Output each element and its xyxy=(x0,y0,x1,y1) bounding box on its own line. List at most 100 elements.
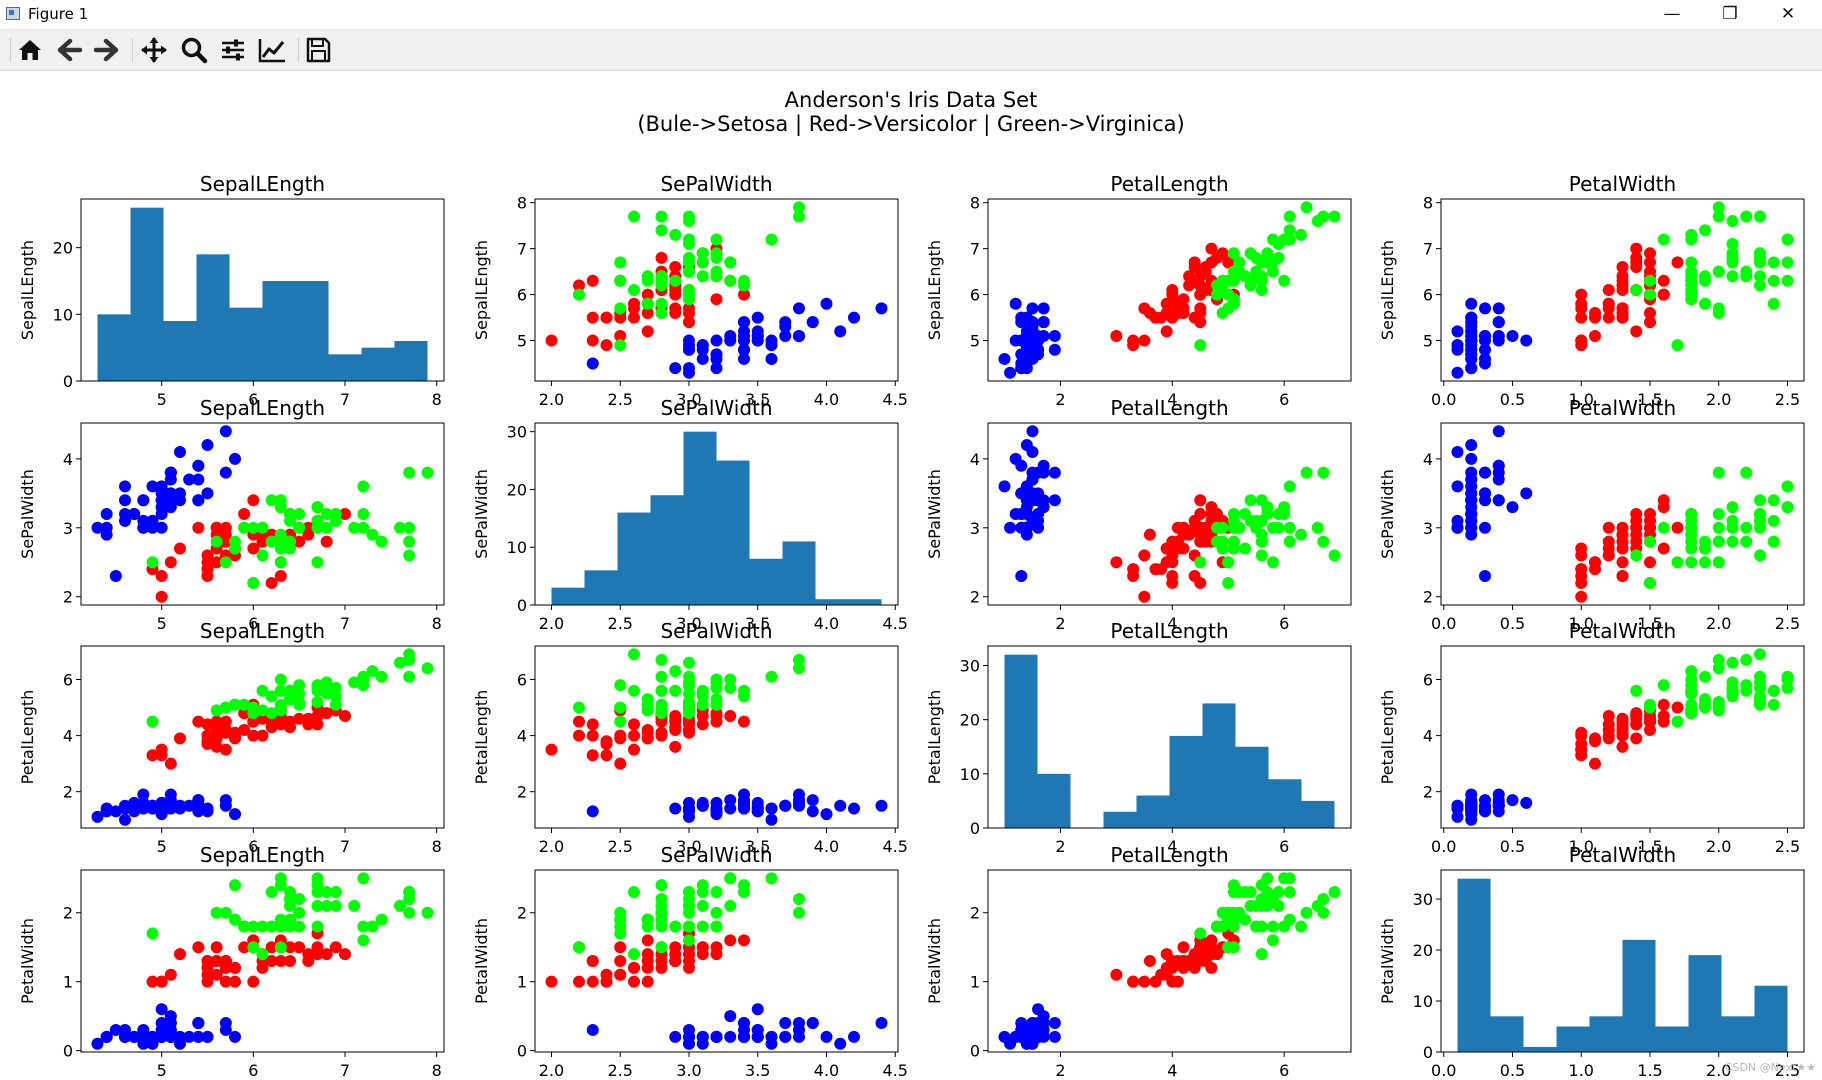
data-point-setosa xyxy=(229,808,241,821)
data-point-virginica xyxy=(1233,886,1246,899)
data-point-versicolor xyxy=(586,749,599,762)
axes-frame xyxy=(1440,869,1805,1053)
forward-button[interactable] xyxy=(91,34,123,66)
data-point-virginica xyxy=(1699,297,1711,310)
data-point-setosa xyxy=(1465,452,1478,465)
data-point-versicolor xyxy=(219,715,232,728)
subplot-title: SePalWidth xyxy=(660,172,772,196)
data-point-versicolor xyxy=(628,297,640,310)
y-tick-label: 0 xyxy=(517,596,527,615)
data-point-versicolor xyxy=(1575,311,1588,324)
data-point-virginica xyxy=(1222,556,1235,569)
configure-subplots-button[interactable] xyxy=(217,34,249,66)
subplot-petal-length-vs-sepal-width: 2.0 2.5 3.0 3.5 4.0 4.5 2 4 6 SePalWidth PetalLeng… xyxy=(472,619,908,856)
data-point-versicolor xyxy=(655,726,668,739)
data-point-versicolor xyxy=(641,955,654,967)
data-point-virginica xyxy=(1216,306,1229,319)
zoom-button[interactable] xyxy=(178,34,210,66)
data-point-virginica xyxy=(1311,521,1324,534)
x-tick-label: 4 xyxy=(1167,1061,1177,1080)
subplot-petal-width-vs-sepal-width: 2.0 2.5 3.0 3.5 4.0 4.5 0 1 2 SePalWidth PetalWidt… xyxy=(472,843,908,1080)
data-point-setosa xyxy=(1465,362,1478,375)
subplot-title: SepalLEngth xyxy=(200,619,325,643)
data-point-virginica xyxy=(1685,687,1698,700)
data-point-versicolor xyxy=(683,723,695,736)
data-point-virginica xyxy=(738,690,750,703)
data-point-virginica xyxy=(403,535,416,548)
data-point-setosa xyxy=(119,508,131,520)
subplot-title: PetalLength xyxy=(1110,619,1228,643)
data-point-versicolor xyxy=(192,715,205,728)
data-point-versicolor xyxy=(339,508,351,520)
data-point-versicolor xyxy=(1644,265,1656,278)
data-point-setosa xyxy=(875,1017,888,1030)
edit-axis-button[interactable] xyxy=(256,34,288,66)
data-point-versicolor xyxy=(710,707,723,720)
data-point-virginica xyxy=(1781,274,1794,287)
data-point-setosa xyxy=(1020,334,1033,347)
data-point-versicolor xyxy=(201,975,214,988)
data-point-virginica xyxy=(683,293,695,306)
data-point-virginica xyxy=(274,673,287,686)
data-point-setosa xyxy=(1492,425,1505,438)
pan-button[interactable] xyxy=(138,34,170,66)
data-point-virginica xyxy=(655,684,668,697)
data-point-virginica xyxy=(655,274,668,287)
data-point-setosa xyxy=(806,805,819,818)
data-point-versicolor xyxy=(669,721,682,734)
data-point-versicolor xyxy=(1110,556,1123,569)
data-point-versicolor xyxy=(545,975,558,988)
data-point-versicolor xyxy=(274,570,287,583)
data-point-versicolor xyxy=(600,738,613,751)
data-point-virginica xyxy=(284,892,296,905)
x-tick-label: 8 xyxy=(432,1061,442,1080)
data-point-setosa xyxy=(1492,329,1505,342)
data-point-virginica xyxy=(1754,256,1766,269)
data-point-virginica xyxy=(311,521,324,534)
data-point-versicolor xyxy=(1166,549,1179,562)
data-point-setosa xyxy=(738,316,750,329)
x-tick-label: 6 xyxy=(1279,837,1289,856)
data-point-virginica xyxy=(1300,201,1313,214)
x-tick-label: 2.5 xyxy=(1775,1061,1800,1080)
data-point-setosa xyxy=(683,343,695,356)
data-point-versicolor xyxy=(229,729,241,742)
data-point-setosa xyxy=(229,452,241,465)
data-point-setosa xyxy=(1506,794,1519,807)
data-point-versicolor xyxy=(1199,521,1212,534)
data-point-virginica xyxy=(683,670,695,683)
data-point-virginica xyxy=(1261,247,1274,260)
data-point-virginica xyxy=(403,906,416,919)
axes-frame xyxy=(987,645,1352,829)
data-point-virginica xyxy=(256,948,269,961)
histogram-bar xyxy=(1688,955,1722,1052)
data-point-virginica xyxy=(357,508,370,520)
maximize-button[interactable]: ❐ xyxy=(1722,4,1738,24)
back-button[interactable] xyxy=(53,34,85,66)
data-point-virginica xyxy=(1712,653,1725,666)
data-point-versicolor xyxy=(669,740,682,753)
data-point-setosa xyxy=(1026,302,1039,315)
data-point-setosa xyxy=(1026,320,1039,333)
data-point-versicolor xyxy=(1671,701,1684,714)
histogram-bar xyxy=(229,307,263,381)
minimize-button[interactable]: — xyxy=(1663,4,1681,24)
home-button[interactable] xyxy=(14,34,46,66)
data-point-versicolor xyxy=(1575,590,1588,603)
close-button[interactable]: ✕ xyxy=(1780,4,1796,24)
data-point-versicolor xyxy=(329,941,342,954)
save-button[interactable] xyxy=(302,34,334,66)
configure-subplots-icon xyxy=(222,39,244,61)
x-tick-label: 2 xyxy=(1055,837,1065,856)
y-tick-label: 1 xyxy=(63,973,73,992)
histogram-bar xyxy=(1301,800,1335,828)
data-point-versicolor xyxy=(724,709,737,722)
data-point-versicolor xyxy=(174,732,186,745)
subplot-sepal-length-vs-sepal-length: 5 6 7 8 0 10 20 SepalLEngth SepalLEngth xyxy=(18,172,445,409)
subplot-title: SePalWidth xyxy=(660,396,772,420)
subplot-title: PetalLength xyxy=(1110,172,1228,196)
data-point-virginica xyxy=(696,899,709,912)
figure-canvas[interactable]: Anderson's Iris Data Set (Bule->Setosa |… xyxy=(0,71,1822,1080)
data-point-virginica xyxy=(1283,872,1296,885)
data-point-setosa xyxy=(1479,466,1491,479)
